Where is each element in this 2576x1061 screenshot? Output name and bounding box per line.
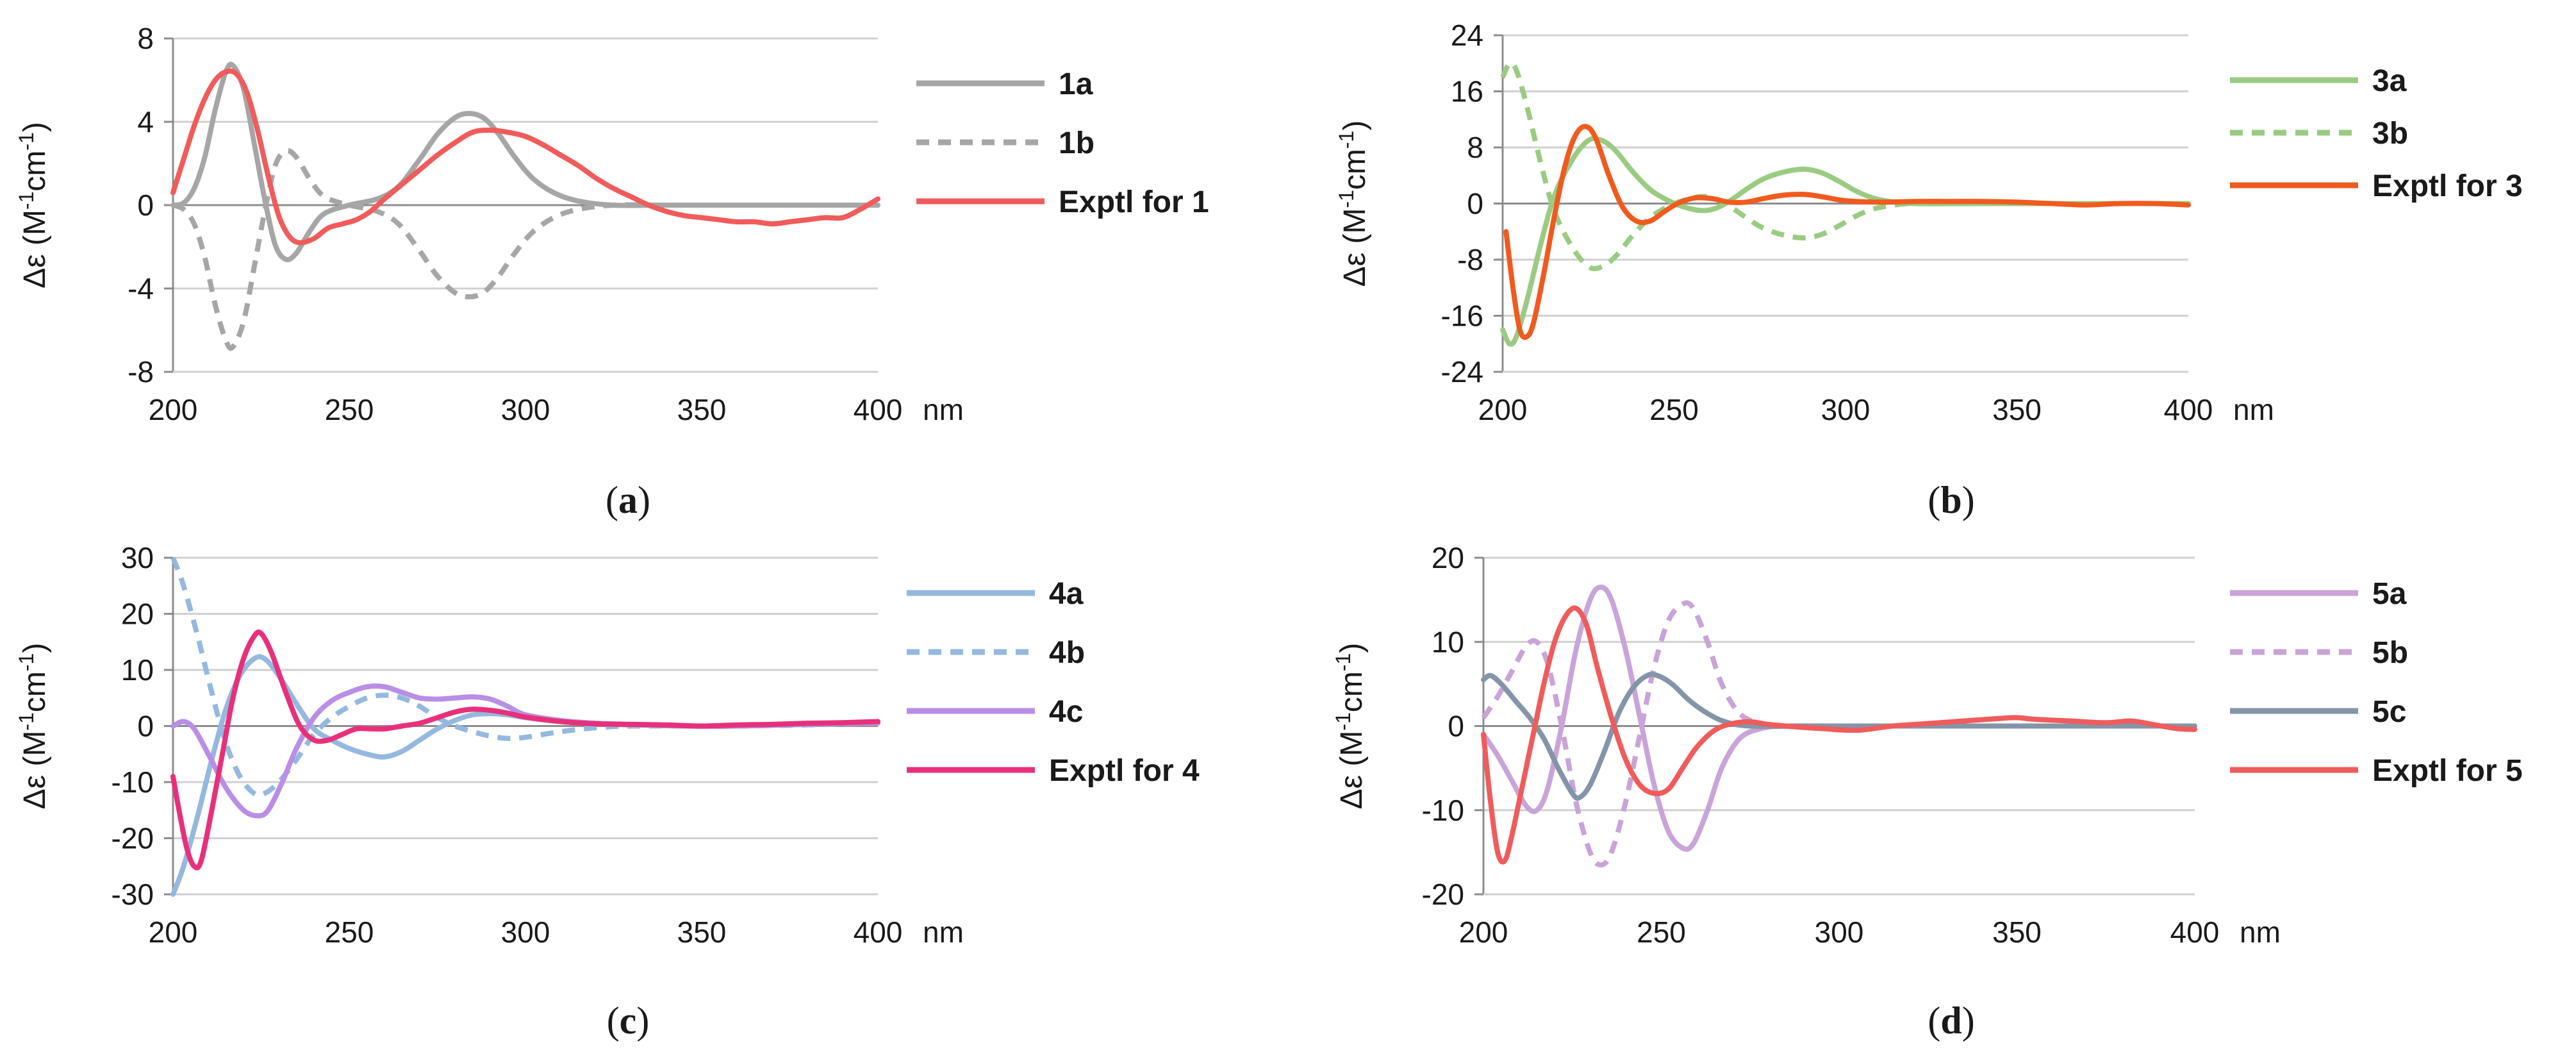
panel-caption: (d) (1928, 999, 1974, 1042)
x-tick-label: 400 (2164, 393, 2213, 426)
legend-label: 5a (2372, 577, 2407, 611)
legend-label: Exptl for 5 (2372, 754, 2523, 788)
y-axis-label: Δε (M-1cm-1) (1335, 121, 1372, 287)
y-tick-label: 0 (137, 710, 154, 743)
series-line-exptl-for-4 (170, 629, 880, 871)
y-tick-label: 0 (1448, 710, 1464, 743)
x-axis-label: nm (923, 915, 964, 949)
x-tick-label: 200 (1478, 393, 1528, 426)
y-tick-label: -24 (1441, 355, 1483, 388)
x-tick-label: 400 (2170, 915, 2220, 949)
x-tick-label: 300 (1815, 915, 1864, 949)
legend-label: 4a (1049, 577, 1084, 611)
x-tick-label: 400 (854, 915, 903, 949)
series-line-exptl-for-5 (1481, 605, 2197, 865)
series-line-1a (170, 62, 880, 263)
x-tick-label: 400 (854, 393, 903, 426)
x-tick-label: 300 (501, 915, 550, 949)
legend-label: 4b (1049, 636, 1085, 670)
y-tick-label: -8 (128, 355, 154, 388)
x-tick-label: 200 (1459, 915, 1508, 949)
legend-label: 5b (2372, 636, 2408, 670)
x-tick-label: 350 (677, 915, 727, 949)
legend-label: 5c (2372, 695, 2406, 729)
y-tick-label: 30 (121, 541, 154, 574)
legend-label: Exptl for 4 (1049, 754, 1200, 788)
legend-label: 1a (1059, 67, 1093, 101)
y-tick-label: 8 (137, 22, 154, 55)
y-tick-label: 10 (1432, 625, 1464, 658)
legend-label: 1b (1059, 126, 1094, 160)
x-tick-label: 200 (149, 393, 198, 426)
y-tick-label: 4 (137, 105, 154, 138)
series-line-exptl-for-1 (170, 68, 880, 246)
series-line-exptl-for-3 (1503, 124, 2191, 340)
x-tick-label: 350 (1992, 393, 2042, 426)
x-axis-label: nm (2240, 915, 2281, 949)
y-tick-label: 0 (137, 188, 154, 222)
x-tick-label: 350 (1992, 915, 2042, 949)
y-tick-label: -30 (111, 878, 154, 911)
x-tick-label: 250 (325, 393, 374, 426)
panel-d: 20 10 0 -10 -20 200 250 300 350 400 nm Δε (M-1cm-1)… (1332, 541, 2523, 1042)
y-tick-label: 24 (1451, 19, 1483, 52)
y-tick-label: 16 (1451, 75, 1483, 108)
series-line-5c (1481, 671, 2197, 801)
panel-a: 8 4 0 -4 -8 200 250 300 350 400 nm Δε (M-1cm-1) 1a 1b… (15, 22, 1209, 521)
y-tick-label: 8 (1467, 131, 1483, 164)
panel-b: 24 16 8 0 -8 -16 -24 200 250 300 350 400 nm Δε (M-1cm… (1335, 19, 2523, 521)
series-line-4c (170, 683, 880, 819)
y-tick-label: 10 (121, 653, 154, 687)
y-tick-label: 20 (121, 597, 154, 631)
x-tick-label: 250 (325, 915, 374, 949)
y-axis-label: Δε (M-1cm-1) (1332, 643, 1369, 810)
y-tick-label: -10 (1422, 794, 1464, 827)
x-tick-label: 250 (1649, 393, 1699, 426)
y-tick-label: 0 (1467, 187, 1483, 221)
panel-caption: (a) (606, 479, 650, 521)
y-tick-label: -20 (1422, 878, 1464, 911)
legend-label: 4c (1049, 695, 1083, 729)
y-tick-label: -4 (128, 272, 154, 305)
y-tick-label: -20 (111, 822, 154, 855)
y-axis-label: Δε (M-1cm-1) (15, 122, 52, 288)
legend-label: 3b (2372, 117, 2408, 151)
legend-label: Exptl for 1 (1059, 185, 1209, 219)
x-axis-label: nm (2233, 393, 2274, 426)
panel-caption: (b) (1928, 479, 1974, 521)
y-axis-label: Δε (M-1cm-1) (15, 643, 52, 810)
panel-c: 30 20 10 0 -10 -20 -30 200 250 300 350 400 nm Δε (M-1… (15, 541, 1200, 1042)
x-tick-label: 200 (149, 915, 198, 949)
series-line-1b (172, 147, 878, 351)
series-line-4a (170, 654, 880, 897)
y-tick-label: -8 (1457, 243, 1483, 276)
x-axis-label: nm (923, 393, 964, 426)
x-tick-label: 250 (1637, 915, 1686, 949)
panel-caption: (c) (607, 999, 650, 1042)
legend-label: 3a (2372, 64, 2407, 98)
y-tick-label: -16 (1441, 299, 1483, 333)
y-tick-label: 20 (1432, 541, 1464, 574)
x-tick-label: 350 (677, 393, 727, 426)
x-tick-label: 300 (1821, 393, 1870, 426)
x-tick-label: 300 (501, 393, 550, 426)
y-tick-label: -10 (111, 765, 154, 799)
legend-label: Exptl for 3 (2372, 169, 2523, 203)
